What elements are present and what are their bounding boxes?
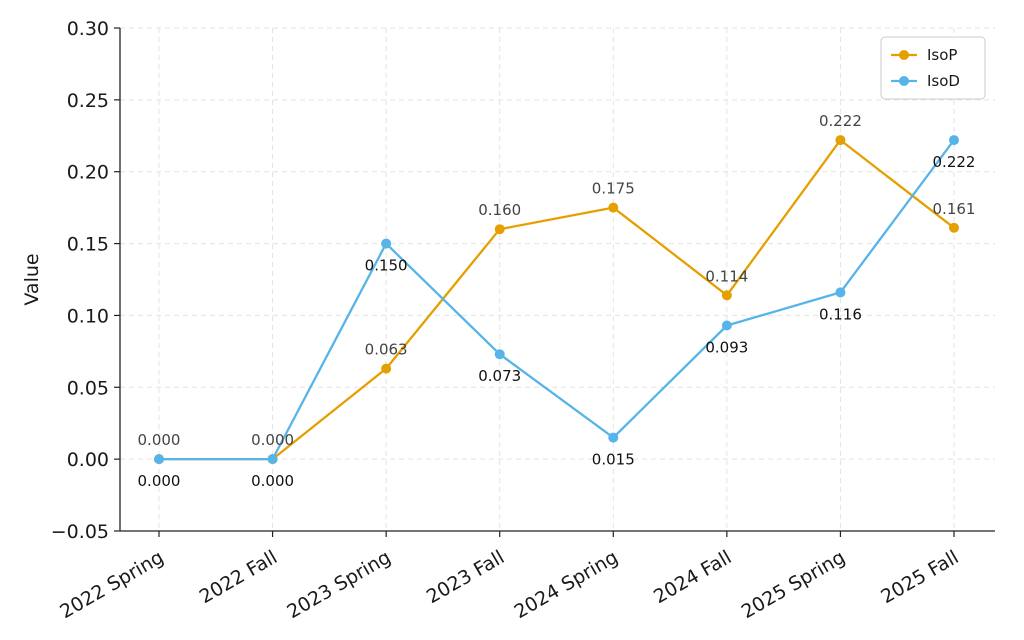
series-layer: [154, 135, 959, 465]
x-axis-ticks: 2022 Spring 2022 Fall 2023 Spring 2023 Fall…: [56, 531, 963, 623]
y-tick-label: 0.20: [67, 162, 109, 184]
data-label-isod: 0.150: [365, 257, 408, 275]
x-tick-label: 2024 Fall: [650, 546, 735, 608]
y-axis-ticks: −0.05 0.00 0.05 0.10 0.15 0.20 0.25 0.30: [51, 18, 120, 543]
data-label-isop: 0.000: [138, 431, 181, 449]
x-tick-label: 2023 Fall: [423, 546, 508, 608]
data-label-isod: 0.000: [138, 472, 181, 490]
series-line-isop: [159, 138, 955, 461]
data-point-isop[interactable]: [381, 363, 392, 374]
data-point-isod[interactable]: [721, 320, 732, 331]
y-axis-title: Value: [21, 253, 43, 305]
data-label-isop: 0.063: [365, 341, 408, 359]
data-label-isop: 0.000: [251, 431, 294, 449]
data-point-isod[interactable]: [949, 135, 959, 146]
axes: [119, 28, 995, 532]
data-label-isod: 0.073: [478, 367, 521, 385]
data-label-isop: 0.222: [819, 112, 862, 130]
x-tick-label: 2022 Fall: [196, 546, 281, 608]
data-point-isod[interactable]: [494, 349, 505, 360]
data-label-isop: 0.160: [478, 201, 521, 219]
legend-marker-isod: [899, 76, 909, 86]
data-point-isop[interactable]: [949, 222, 959, 233]
data-point-isop[interactable]: [721, 290, 732, 301]
data-label-isop: 0.161: [933, 200, 976, 218]
x-tick-label: 2022 Spring: [56, 546, 167, 623]
data-point-isod[interactable]: [267, 454, 278, 465]
y-tick-label: 0.00: [67, 449, 109, 471]
data-point-isod[interactable]: [608, 432, 619, 443]
x-tick-label: 2025 Fall: [877, 546, 962, 608]
legend-label-isod: IsoD: [927, 72, 960, 90]
y-tick-label: 0.05: [67, 377, 109, 399]
data-point-isop[interactable]: [494, 224, 505, 235]
data-label-isod: 0.222: [933, 153, 976, 171]
grid-lines: [120, 27, 995, 532]
data-label-isop: 0.114: [705, 267, 748, 285]
data-label-isod: 0.015: [592, 451, 635, 469]
data-label-isop: 0.175: [592, 180, 635, 198]
y-tick-label: 0.30: [67, 18, 109, 40]
y-tick-label: 0.25: [67, 90, 109, 112]
y-tick-label: −0.05: [51, 521, 109, 543]
legend-label-isop: IsoP: [927, 46, 957, 64]
data-label-isod: 0.116: [819, 305, 862, 323]
x-tick-label: 2023 Spring: [283, 546, 394, 623]
legend-marker-isop: [899, 50, 909, 60]
data-point-isod[interactable]: [835, 287, 846, 298]
x-tick-label: 2025 Spring: [738, 546, 849, 623]
data-point-isop[interactable]: [608, 202, 619, 213]
x-tick-label: 2024 Spring: [511, 546, 622, 623]
data-point-isod[interactable]: [381, 238, 392, 249]
data-label-isod: 0.000: [251, 472, 294, 490]
data-point-isop[interactable]: [835, 135, 846, 146]
data-labels: 0.000 0.000 0.063 0.160 0.175 0.114 0.222 0.161…: [138, 112, 976, 490]
data-label-isod: 0.093: [705, 338, 748, 356]
y-tick-label: 0.10: [67, 305, 109, 327]
data-point-isod[interactable]: [154, 454, 164, 465]
y-tick-label: 0.15: [67, 234, 109, 256]
legend[interactable]: IsoP IsoD: [880, 36, 986, 100]
series-line-isod: [159, 139, 955, 461]
